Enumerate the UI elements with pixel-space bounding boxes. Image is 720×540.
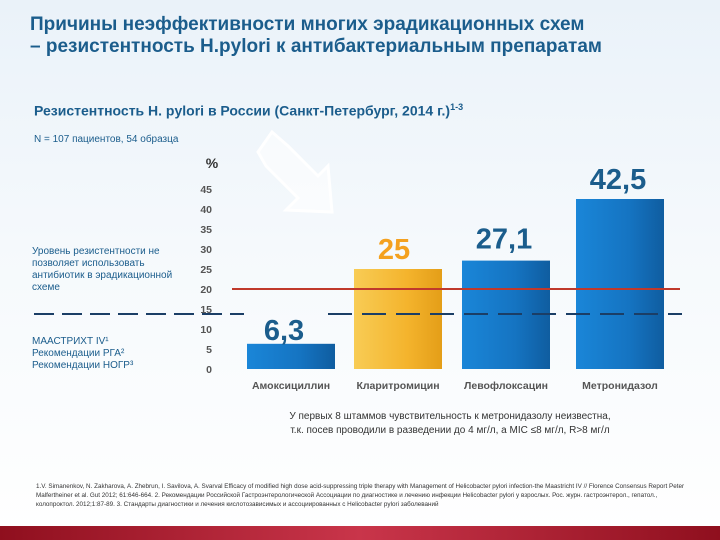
guideline-rga: Рекомендации РГА² xyxy=(32,348,125,359)
y-tick-label: 0 xyxy=(206,364,212,376)
x-axis-labels: Амоксициллин Кларитромицин Левофлоксацин Ме… xyxy=(252,380,658,392)
references: 1.V. Simanenkov, N. Zakharova, A. Zhebru… xyxy=(36,483,685,508)
bottom-band xyxy=(0,526,720,540)
subtitle-text: Резистентность H. pylori в России (Санкт… xyxy=(34,102,451,119)
category-label-1: Амоксициллин xyxy=(252,380,330,392)
category-label-2: Кларитромицин xyxy=(356,380,439,392)
value-label-4: 42,5 xyxy=(590,164,646,196)
value-label-2: 25 xyxy=(378,234,410,266)
bar-1 xyxy=(247,343,335,369)
value-label-3: 27,1 xyxy=(476,224,532,256)
title-line-1: Причины неэффективности многих эрадикаци… xyxy=(30,14,585,35)
category-label-4: Метронидазол xyxy=(582,380,658,392)
bar-4 xyxy=(576,199,664,369)
guideline-maastricht: МААСТРИХТ IV¹ xyxy=(32,336,109,347)
y-tick-label: 10 xyxy=(200,324,212,336)
guideline-nogr: Рекомендации НОГР³ xyxy=(32,360,134,371)
chart-subtitle: Резистентность H. pylori в России (Санкт… xyxy=(34,102,634,119)
y-axis-unit: % xyxy=(206,155,219,171)
y-tick-label: 5 xyxy=(206,344,212,356)
title-line-2: – резистентность H.pylori к антибактериа… xyxy=(30,36,602,57)
category-label-3: Левофлоксацин xyxy=(464,380,548,392)
bar-2 xyxy=(354,269,442,369)
guidelines-list: МААСТРИХТ IV¹ Рекомендации РГА² Рекоменд… xyxy=(32,336,202,372)
y-tick-label: 35 xyxy=(200,224,212,236)
highlight-arrow-icon xyxy=(256,129,334,214)
value-labels: 6,3 25 27,1 42,5 xyxy=(264,164,646,347)
y-tick-label: 45 xyxy=(200,184,212,196)
page-title: Причины неэффективности многих эрадикаци… xyxy=(30,14,700,58)
sample-size-note: N = 107 пациентов, 54 образца xyxy=(34,134,179,145)
threshold-note: Уровень резистентности не позволяет испо… xyxy=(32,246,173,293)
y-axis: % 0 5 10 15 20 25 30 35 40 45 xyxy=(200,155,218,376)
metronidazole-note: У первых 8 штаммов чувствительность к ме… xyxy=(210,410,690,438)
metronidazole-note-line-1: У первых 8 штаммов чувствительность к ме… xyxy=(289,411,611,422)
metronidazole-note-line-2: т.к. посев проводили в разведении до 4 м… xyxy=(290,425,610,436)
subtitle-reference: 1-3 xyxy=(450,102,464,112)
bars xyxy=(247,199,664,369)
y-tick-label: 15 xyxy=(200,304,212,316)
y-tick-label: 30 xyxy=(200,244,212,256)
value-label-1: 6,3 xyxy=(264,315,304,347)
y-tick-label: 40 xyxy=(200,204,212,216)
y-tick-label: 25 xyxy=(200,264,212,276)
y-tick-label: 20 xyxy=(200,284,212,296)
